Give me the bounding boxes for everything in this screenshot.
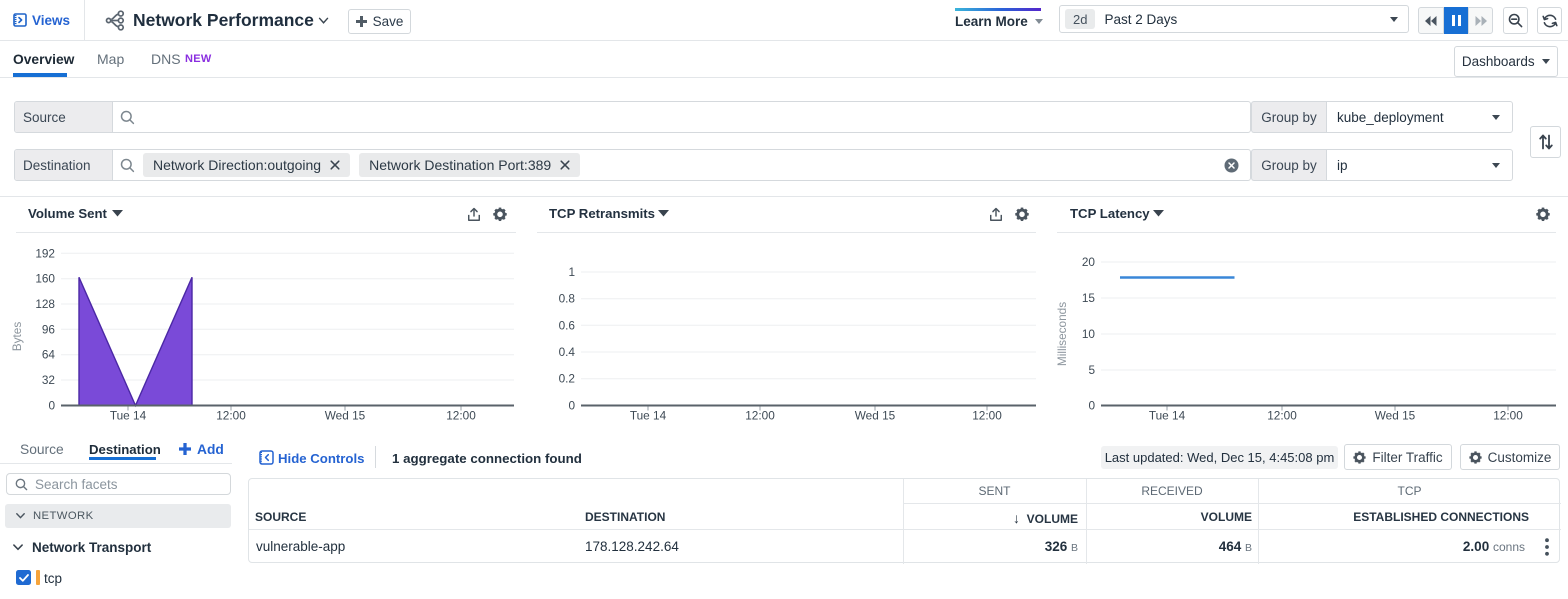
svg-text:12:00: 12:00 bbox=[216, 409, 246, 423]
svg-text:12:00: 12:00 bbox=[972, 409, 1002, 423]
svg-text:160: 160 bbox=[35, 272, 55, 286]
svg-text:Milliseconds: Milliseconds bbox=[1055, 302, 1069, 366]
svg-text:0.8: 0.8 bbox=[559, 292, 576, 306]
svg-text:Wed 15: Wed 15 bbox=[325, 409, 366, 423]
svg-text:0: 0 bbox=[48, 399, 55, 413]
svg-text:Tue 14: Tue 14 bbox=[110, 409, 147, 423]
svg-text:10: 10 bbox=[1082, 327, 1096, 341]
svg-text:0: 0 bbox=[1088, 399, 1095, 413]
svg-text:20: 20 bbox=[1082, 255, 1096, 269]
svg-text:Volume Sent: Volume Sent bbox=[28, 206, 108, 221]
svg-text:0.6: 0.6 bbox=[559, 318, 576, 332]
svg-text:Wed 15: Wed 15 bbox=[855, 409, 896, 423]
svg-text:12:00: 12:00 bbox=[1493, 409, 1523, 423]
svg-text:96: 96 bbox=[42, 322, 56, 336]
svg-text:Tue 14: Tue 14 bbox=[630, 409, 667, 423]
svg-text:Tue 14: Tue 14 bbox=[1149, 409, 1186, 423]
svg-text:32: 32 bbox=[42, 373, 55, 387]
svg-text:12:00: 12:00 bbox=[1267, 409, 1297, 423]
svg-text:TCP Latency: TCP Latency bbox=[1070, 206, 1150, 221]
svg-text:192: 192 bbox=[35, 246, 55, 260]
svg-text:1: 1 bbox=[568, 265, 575, 279]
svg-text:15: 15 bbox=[1082, 291, 1096, 305]
svg-text:64: 64 bbox=[42, 348, 56, 362]
svg-text:Bytes: Bytes bbox=[10, 322, 24, 352]
svg-text:128: 128 bbox=[35, 297, 55, 311]
svg-text:0: 0 bbox=[568, 399, 575, 413]
svg-text:Wed 15: Wed 15 bbox=[1375, 409, 1416, 423]
svg-text:12:00: 12:00 bbox=[745, 409, 775, 423]
svg-text:5: 5 bbox=[1088, 363, 1095, 377]
svg-text:12:00: 12:00 bbox=[446, 409, 476, 423]
svg-text:TCP Retransmits: TCP Retransmits bbox=[549, 206, 655, 221]
svg-text:0.2: 0.2 bbox=[559, 372, 575, 386]
svg-text:0.4: 0.4 bbox=[559, 345, 576, 359]
